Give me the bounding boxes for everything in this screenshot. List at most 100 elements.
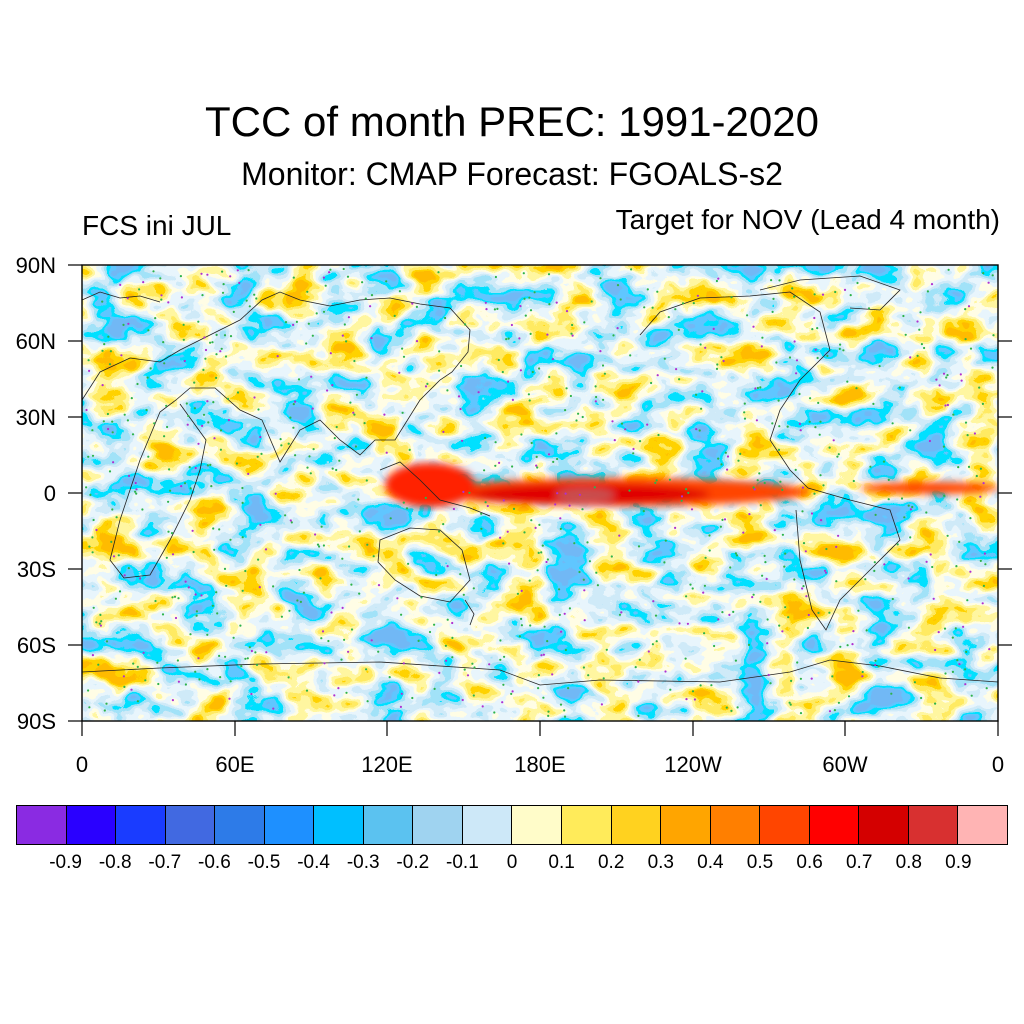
stipple-dot (523, 531, 526, 534)
stipple-dot (781, 630, 784, 633)
stipple-dot (778, 279, 781, 282)
stipple-dot (91, 429, 94, 432)
stipple-dot (459, 573, 462, 576)
lon-label-0-west: 0 (75, 752, 89, 777)
stipple-dot (244, 569, 247, 573)
stipple-dot (114, 597, 117, 600)
stipple-dot (982, 272, 985, 275)
stipple-dot (435, 573, 438, 577)
stipple-dot (438, 671, 441, 675)
stipple-dot (520, 617, 523, 621)
stipple-dot (108, 470, 112, 473)
stipple-dot (162, 341, 165, 344)
lon-label-0-east: 0 (991, 752, 1005, 777)
stipple-dot (537, 674, 541, 677)
lon-label-60e: 60E (215, 752, 255, 777)
stipple-dot (108, 363, 112, 366)
stipple-dot (122, 323, 125, 326)
stipple-dot (728, 613, 731, 617)
stipple-dot (389, 517, 392, 520)
stipple-dot (784, 552, 787, 555)
stipple-dot (564, 648, 568, 652)
stipple-dot (438, 530, 441, 533)
stipple-dot (699, 343, 702, 346)
stipple-dot (370, 639, 373, 642)
stipple-dot (250, 649, 253, 653)
stipple-dot (138, 288, 141, 291)
stipple-dot (385, 451, 388, 454)
stipple-dot (678, 378, 681, 381)
stipple-dot (338, 459, 341, 462)
stipple-dot (505, 338, 508, 341)
stipple-dot (637, 714, 640, 718)
colorbar-label: 0.5 (746, 852, 774, 873)
stipple-dot (165, 404, 168, 407)
stipple-dot (221, 291, 225, 294)
stipple-dot (787, 616, 790, 619)
stipple-dot (752, 486, 755, 489)
stipple-dot (171, 553, 175, 556)
stipple-dot (903, 516, 906, 519)
stipple-dot (801, 486, 805, 489)
stipple-dot (991, 274, 994, 277)
stipple-dot (837, 701, 841, 704)
stipple-dot (528, 296, 531, 299)
stipple-dot (321, 630, 325, 633)
stipple-dot (726, 468, 729, 471)
stipple-dot (257, 558, 260, 561)
stipple-dot (408, 448, 411, 451)
stipple-dot (843, 288, 847, 291)
stipple-dot (628, 489, 631, 492)
significance-stippling (85, 267, 995, 718)
stipple-dot (878, 365, 881, 368)
stipple-dot (596, 584, 600, 587)
stipple-dot (568, 607, 572, 610)
stipple-dot (558, 588, 561, 591)
stipple-dot (101, 300, 104, 303)
stipple-dot (548, 303, 551, 306)
stipple-dot (324, 284, 327, 287)
stipple-dot (720, 463, 723, 466)
stipple-dot (721, 518, 724, 522)
stipple-dot (452, 507, 455, 511)
stipple-dot (297, 378, 301, 381)
stipple-dot (835, 580, 838, 583)
stipple-dot (493, 711, 496, 714)
stipple-dot (571, 334, 574, 337)
stipple-dot (485, 308, 488, 311)
stipple-dot (224, 655, 227, 658)
stipple-dot (445, 659, 448, 662)
stipple-dot (240, 665, 243, 668)
stipple-dot (713, 644, 716, 648)
stipple-dot (126, 297, 129, 300)
stipple-dot (712, 327, 715, 330)
stipple-dot (578, 493, 582, 496)
stipple-dot (187, 414, 190, 418)
stipple-dot (664, 539, 667, 542)
stipple-dot (259, 435, 262, 439)
stipple-dot (872, 402, 875, 405)
stipple-dot (99, 613, 102, 617)
stipple-dot (784, 606, 787, 609)
stipple-dot (652, 600, 655, 603)
stipple-dot (817, 611, 820, 615)
stipple-dot (364, 297, 367, 300)
stipple-dot (173, 595, 177, 598)
stipple-dot (160, 298, 163, 301)
stipple-dot (964, 683, 967, 686)
stipple-dot (272, 707, 275, 710)
stipple-dot (420, 596, 423, 599)
stipple-dot (87, 359, 90, 362)
stipple-dot (168, 468, 171, 471)
stipple-dot (219, 448, 222, 451)
stipple-dot (716, 363, 719, 366)
stipple-dot (383, 413, 386, 416)
stipple-dot (340, 658, 343, 661)
stipple-dot (402, 662, 405, 665)
colorbar-swatch (264, 806, 315, 844)
stipple-dot (547, 714, 550, 718)
stipple-dot (377, 650, 380, 653)
stipple-dot (354, 445, 357, 448)
stipple-dot (345, 691, 348, 694)
stipple-dot (299, 600, 302, 604)
